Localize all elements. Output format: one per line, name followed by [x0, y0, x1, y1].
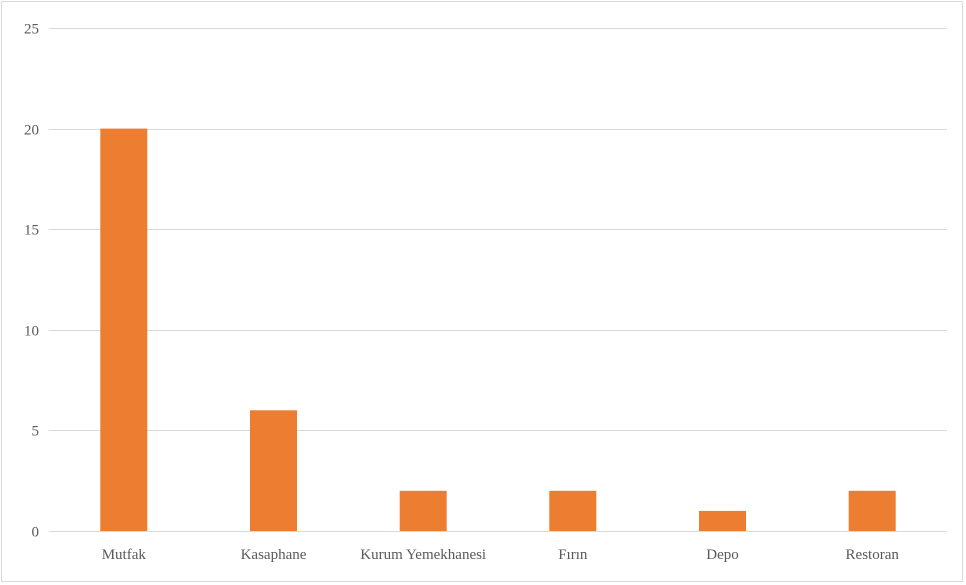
y-axis-ticks: 0 5 10 15 20 25: [24, 22, 39, 541]
x-tick-label: Restoran: [846, 547, 900, 563]
y-tick-label: 5: [32, 424, 40, 440]
bar-2: [399, 490, 447, 531]
gridlines: [49, 28, 947, 532]
x-tick-label: Kurum Yemekhanesi: [360, 547, 486, 563]
x-tick-label: Fırın: [558, 547, 588, 563]
bar-4: [699, 510, 746, 531]
y-tick-label: 15: [24, 223, 39, 239]
y-tick-label: 20: [24, 123, 39, 139]
bar-0: [100, 128, 148, 531]
y-tick-label: 10: [24, 324, 39, 340]
x-tick-label: Depo: [706, 547, 739, 563]
bar-5: [848, 490, 896, 531]
x-axis-ticks: Mutfak Kasaphane Kurum Yemekhanesi Fırın Dep…: [102, 547, 900, 563]
x-tick-label: Mutfak: [102, 547, 147, 563]
x-tick-label: Kasaphane: [241, 547, 307, 563]
y-tick-label: 25: [24, 22, 39, 38]
bar-3: [549, 490, 597, 531]
y-tick-label: 0: [32, 525, 40, 541]
bars: [100, 128, 896, 531]
bar-1: [250, 410, 297, 531]
